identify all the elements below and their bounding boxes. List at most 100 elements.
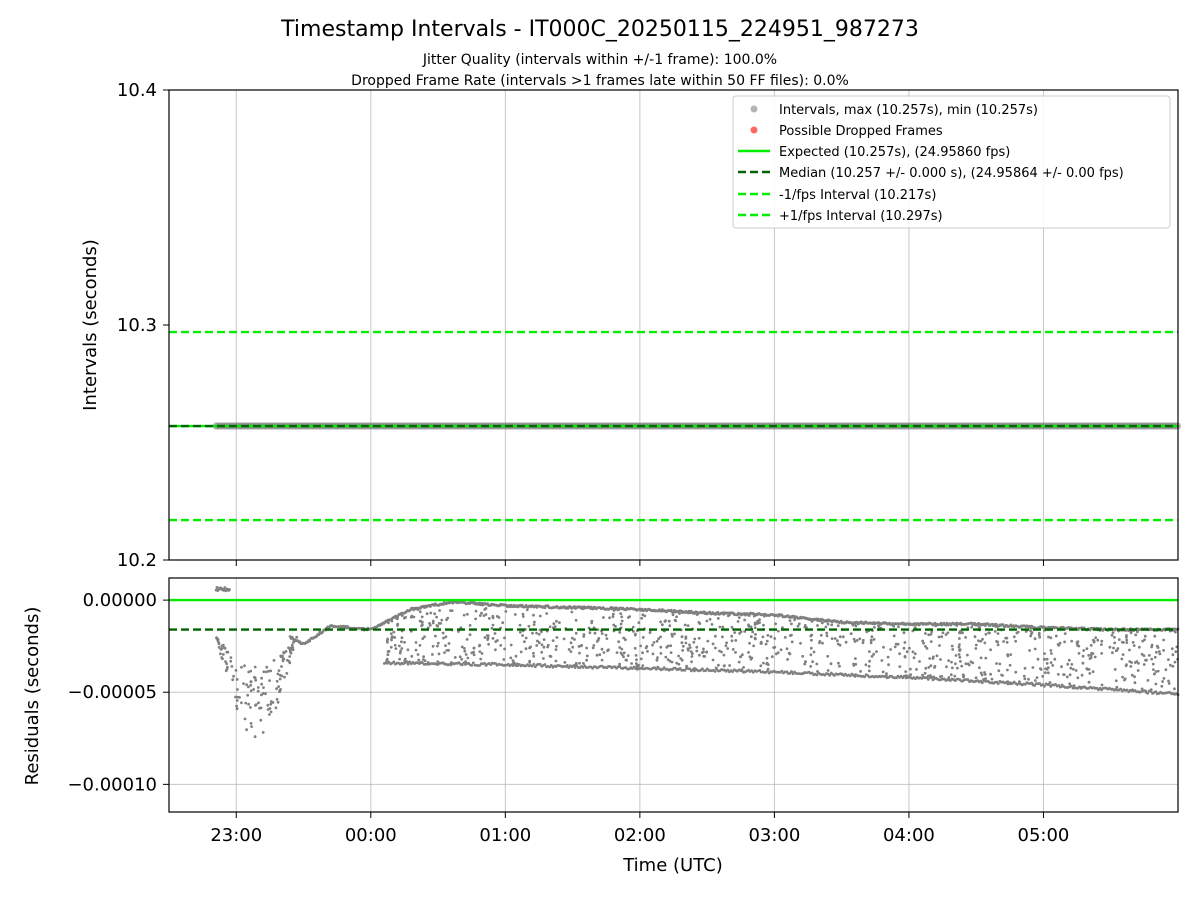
residual-point [515, 662, 519, 666]
residual-point [249, 689, 253, 693]
residual-point [462, 613, 466, 617]
residual-point [417, 658, 421, 662]
residual-point [567, 648, 571, 651]
residual-point [759, 664, 763, 668]
residual-point [288, 650, 292, 654]
residual-point [921, 639, 924, 643]
residual-point [416, 608, 420, 611]
residual-point [236, 688, 239, 691]
residual-point [578, 661, 581, 665]
legend[interactable]: Intervals, max (10.257s), min (10.257s) … [732, 95, 1171, 229]
residual-point [389, 645, 393, 649]
residual-point [254, 678, 258, 682]
residual-point [870, 655, 874, 658]
residual-point [819, 633, 823, 637]
residual-point [442, 636, 445, 640]
residual-point [655, 658, 659, 662]
residual-point [1087, 668, 1091, 671]
residual-point [1009, 653, 1013, 656]
residual-point [224, 660, 227, 663]
residual-point [514, 654, 518, 658]
residual-point [776, 629, 780, 633]
residual-point [815, 662, 819, 666]
residual-point [770, 655, 774, 659]
residual-point [577, 645, 581, 648]
residual-point [1028, 649, 1031, 652]
residual-point [611, 615, 615, 619]
residual-point [996, 625, 999, 628]
residual-point [685, 664, 688, 668]
residual-point [637, 663, 640, 667]
residual-point [1138, 645, 1141, 649]
residual-point [947, 659, 950, 662]
residual-point [585, 658, 588, 662]
residual-point [1085, 647, 1089, 651]
residual-point [585, 654, 589, 658]
residual-point [841, 635, 845, 639]
residual-point [606, 649, 609, 653]
residual-point [1150, 657, 1154, 661]
residual-point [947, 676, 951, 679]
residual-point [964, 662, 968, 666]
residuals-panel: 0.00000 −0.00005 −0.00010 Residuals (secon… [22, 577, 1180, 813]
residual-point [1091, 638, 1095, 642]
residual-point [1054, 634, 1058, 638]
residual-point [873, 625, 876, 629]
residual-point [1077, 652, 1081, 655]
residual-point [1005, 640, 1009, 644]
residual-point [269, 700, 273, 703]
residual-point [887, 663, 890, 667]
residual-point [790, 670, 793, 674]
residual-point [980, 673, 984, 677]
residual-point [1016, 630, 1020, 634]
residual-point [387, 649, 391, 653]
residual-point [538, 628, 542, 632]
residual-point [950, 660, 953, 664]
residual-point [546, 643, 550, 647]
residual-point [666, 658, 670, 661]
residual-point [1014, 639, 1018, 643]
residual-point [1006, 668, 1009, 672]
residual-point [695, 645, 699, 649]
residual-point [285, 672, 289, 675]
residual-point [1121, 675, 1124, 679]
residual-point [566, 664, 569, 667]
residual-point [474, 617, 477, 621]
residual-point [786, 658, 789, 661]
residual-point [1060, 665, 1063, 669]
residual-point [693, 637, 697, 641]
residual-point [393, 643, 397, 647]
residual-point [1100, 643, 1103, 646]
residual-point [848, 674, 852, 678]
residual-point [964, 636, 967, 639]
residual-point [921, 673, 924, 677]
residual-point [478, 650, 482, 653]
residual-point [690, 660, 693, 664]
residual-point [431, 619, 435, 623]
residual-point [620, 619, 624, 623]
legend-label-expected: Expected (10.257s), (24.95860 fps) [779, 145, 1010, 160]
residual-point [1082, 649, 1086, 652]
residual-point [659, 635, 662, 639]
residual-point [966, 678, 970, 682]
residual-point [238, 696, 241, 699]
residual-point [1125, 663, 1128, 667]
residual-point [566, 606, 570, 610]
residuals-reference-lines [169, 598, 1178, 631]
residual-point [436, 660, 440, 664]
residual-point [590, 621, 594, 625]
residual-point [225, 650, 229, 654]
residual-point [532, 651, 535, 655]
residual-point [226, 665, 229, 669]
residual-point [439, 622, 442, 625]
residual-point [555, 619, 558, 623]
residual-point [585, 646, 588, 650]
residual-point [926, 678, 930, 681]
x-tick-label: 02:00 [614, 825, 666, 846]
residual-point [1067, 658, 1071, 662]
residual-point [235, 699, 239, 702]
residual-point [721, 635, 724, 639]
residual-point [705, 619, 709, 623]
residual-point [416, 653, 420, 656]
residual-point [281, 657, 285, 660]
